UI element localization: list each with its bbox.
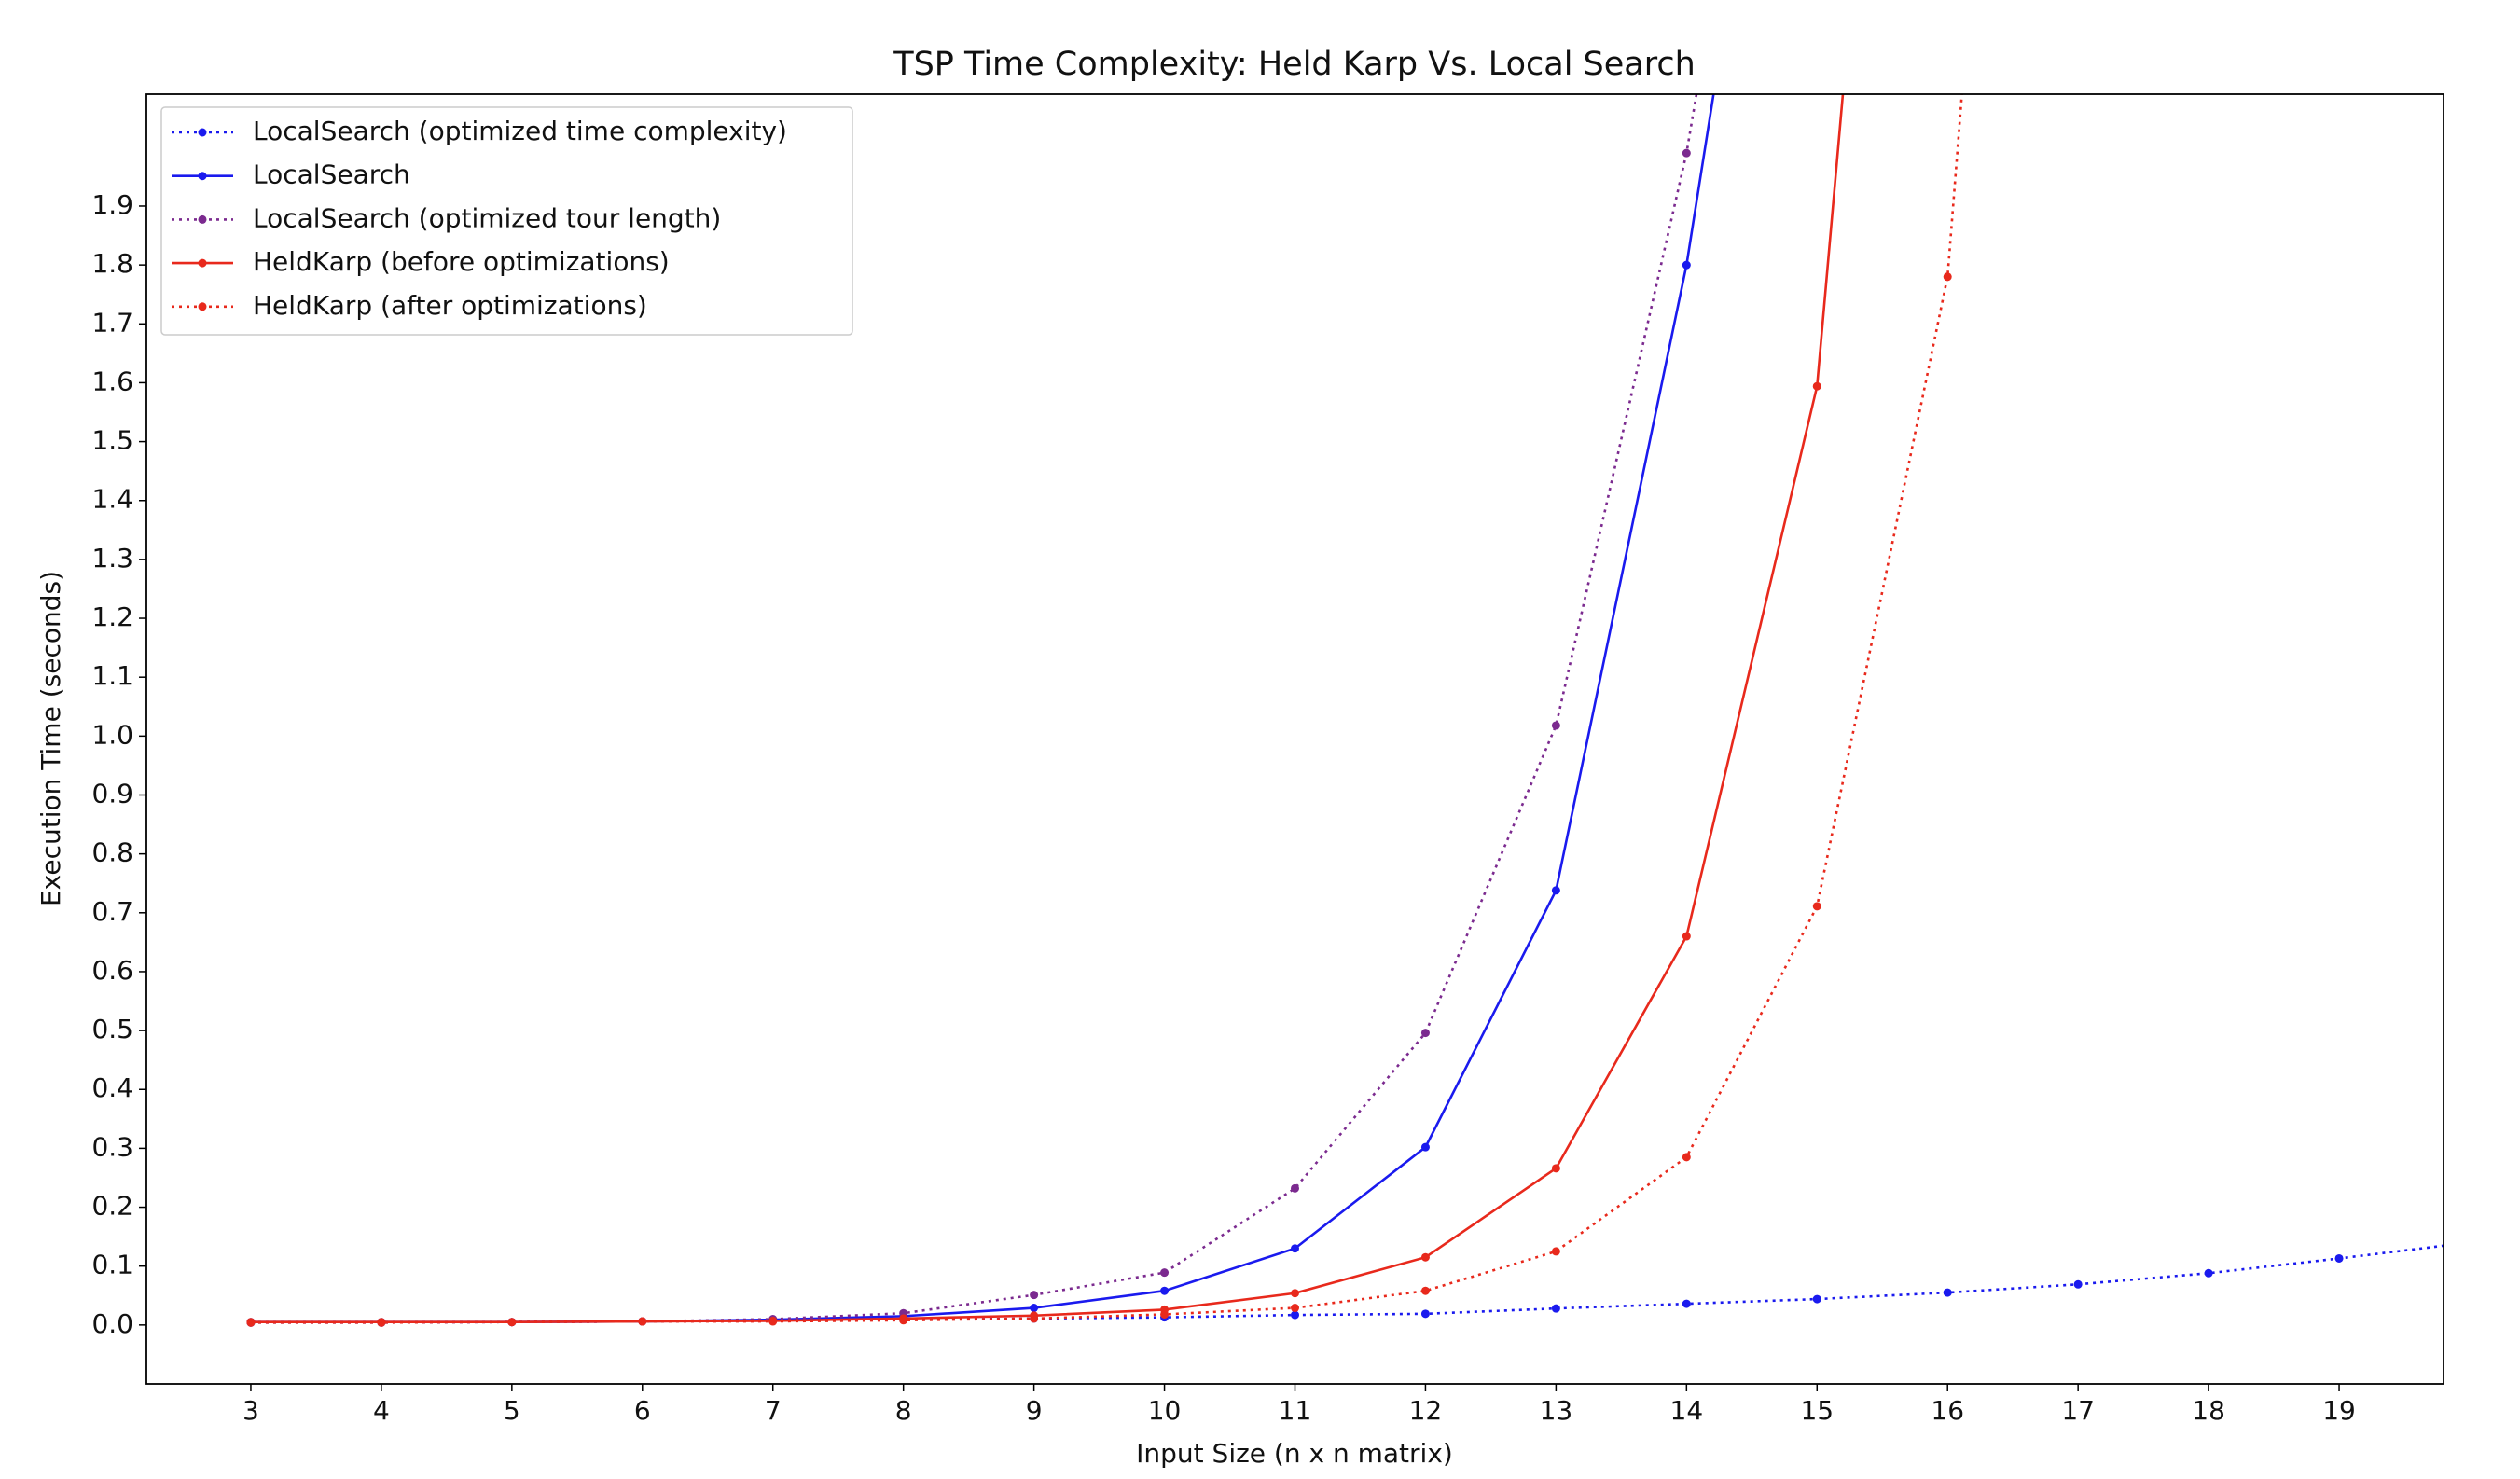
data-point <box>1943 272 1952 282</box>
data-point <box>1812 381 1821 391</box>
legend-marker <box>198 302 207 311</box>
data-point <box>1420 1142 1430 1152</box>
y-axis-label: Execution Time (seconds) <box>35 571 66 906</box>
data-point <box>1030 1304 1039 1313</box>
y-tick-label: 1.1 <box>91 660 133 691</box>
y-tick-label: 0.4 <box>91 1072 133 1103</box>
x-tick-label: 17 <box>2061 1395 2095 1426</box>
data-point <box>1682 1153 1691 1162</box>
x-axis-label: Input Size (n x n matrix) <box>1136 1438 1453 1469</box>
x-tick-label: 15 <box>1800 1395 1834 1426</box>
x-tick-label: 6 <box>634 1395 651 1426</box>
x-tick-label: 7 <box>765 1395 782 1426</box>
y-tick-label: 0.5 <box>91 1014 133 1044</box>
data-point <box>1291 1289 1299 1298</box>
data-point <box>1812 1294 1821 1304</box>
data-point <box>1291 1310 1299 1320</box>
chart-title: TSP Time Complexity: Held Karp Vs. Local… <box>893 46 1696 83</box>
data-point <box>2334 1253 2344 1263</box>
data-point <box>1682 932 1691 941</box>
x-tick-label: 4 <box>373 1395 390 1426</box>
y-tick-label: 1.8 <box>91 248 133 279</box>
data-point <box>507 1318 517 1327</box>
data-point <box>1291 1304 1299 1313</box>
legend-marker <box>198 172 207 181</box>
x-tick-label: 16 <box>1931 1395 1964 1426</box>
y-tick-label: 0.2 <box>91 1191 133 1222</box>
y-tick-label: 0.9 <box>91 778 133 809</box>
data-point <box>2204 1268 2213 1278</box>
data-point <box>246 1318 256 1327</box>
x-tick-label: 11 <box>1279 1395 1312 1426</box>
x-tick-label: 18 <box>2192 1395 2225 1426</box>
data-point <box>1943 1288 1952 1297</box>
data-point <box>1160 1286 1170 1295</box>
x-tick-label: 12 <box>1409 1395 1443 1426</box>
y-tick-label: 0.7 <box>91 896 133 927</box>
data-point <box>377 1318 386 1327</box>
y-tick-label: 1.6 <box>91 366 133 396</box>
data-point <box>1030 1291 1039 1300</box>
plot-area <box>246 94 2444 1327</box>
y-tick-label: 0.3 <box>91 1131 133 1162</box>
y-tick-label: 1.0 <box>91 719 133 750</box>
legend-marker <box>198 128 207 137</box>
series-line <box>250 94 1845 1323</box>
data-point <box>1551 1304 1560 1313</box>
legend-box <box>160 106 853 336</box>
y-tick-label: 0.6 <box>91 955 133 986</box>
y-tick-label: 1.2 <box>91 601 133 632</box>
data-point <box>1682 148 1691 158</box>
y-tick-label: 1.7 <box>91 307 133 338</box>
legend-label: LocalSearch (optimized time complexity) <box>253 116 787 146</box>
data-point <box>1420 1286 1430 1295</box>
legend-label: HeldKarp (before optimizations) <box>253 246 670 277</box>
x-tick-label: 10 <box>1148 1395 1182 1426</box>
y-tick-label: 1.9 <box>91 189 133 220</box>
legend-label: LocalSearch (optimized tour length) <box>253 202 721 233</box>
x-tick-label: 9 <box>1026 1395 1043 1426</box>
y-tick-label: 0.0 <box>91 1308 133 1339</box>
legend-marker <box>198 258 207 268</box>
data-point <box>1551 1247 1560 1256</box>
data-point <box>1551 721 1560 730</box>
data-point <box>1551 886 1560 895</box>
x-tick-label: 14 <box>1670 1395 1704 1426</box>
x-tick-label: 13 <box>1540 1395 1573 1426</box>
data-point <box>1160 1309 1170 1319</box>
y-tick-label: 0.1 <box>91 1250 133 1280</box>
data-point <box>1812 902 1821 911</box>
data-point <box>638 1317 647 1326</box>
data-point <box>1291 1183 1299 1193</box>
y-tick-label: 1.5 <box>91 425 133 456</box>
legend-marker <box>198 214 207 224</box>
data-point <box>1420 1309 1430 1319</box>
plot-frame <box>145 93 2444 1385</box>
data-point <box>1420 1252 1430 1262</box>
data-point <box>1291 1244 1299 1253</box>
data-point <box>2073 1279 2083 1289</box>
data-point <box>1420 1029 1430 1038</box>
y-tick-label: 1.4 <box>91 484 133 515</box>
x-tick-label: 5 <box>504 1395 520 1426</box>
y-tick-label: 1.3 <box>91 543 133 574</box>
data-point <box>1682 260 1691 270</box>
x-tick-label: 3 <box>242 1395 259 1426</box>
data-point <box>1551 1164 1560 1173</box>
data-point <box>768 1317 778 1326</box>
x-tick-label: 8 <box>895 1395 912 1426</box>
legend-label: LocalSearch <box>253 159 410 190</box>
data-point <box>899 1316 908 1325</box>
data-point <box>1160 1268 1170 1278</box>
x-tick-label: 19 <box>2322 1395 2356 1426</box>
data-point <box>1030 1314 1039 1323</box>
legend-label: HeldKarp (after optimizations) <box>253 290 647 321</box>
data-point <box>1682 1299 1691 1308</box>
y-tick-label: 0.8 <box>91 837 133 868</box>
